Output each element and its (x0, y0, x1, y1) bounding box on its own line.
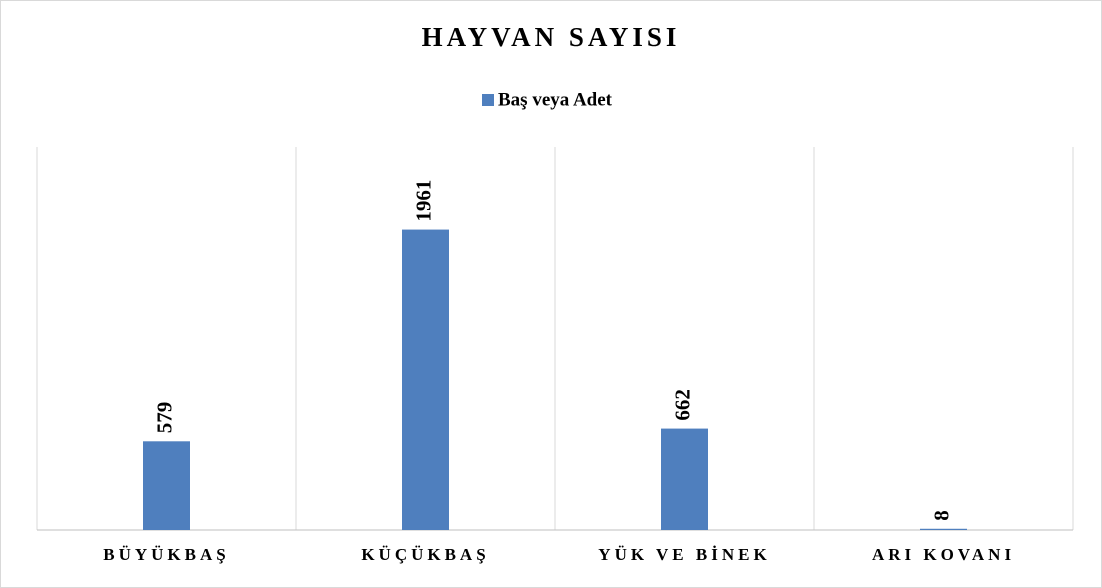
legend-swatch (482, 94, 494, 106)
data-label: 662 (670, 389, 694, 421)
bar (661, 428, 708, 530)
bar (402, 229, 449, 530)
chart-title: HAYVAN SAYISI (422, 22, 681, 52)
data-label: 579 (152, 402, 176, 434)
x-tick-label: YÜK VE BİNEK (598, 545, 770, 564)
bar (143, 441, 190, 530)
x-tick-label: BÜYÜKBAŞ (103, 545, 229, 564)
data-label: 1961 (411, 180, 435, 222)
legend-label: Baş veya Adet (498, 89, 613, 110)
x-tick-label: KÜÇÜKBAŞ (361, 545, 489, 564)
data-label: 8 (929, 510, 953, 521)
x-tick-label: ARI KOVANI (872, 545, 1015, 564)
bar (920, 528, 967, 530)
